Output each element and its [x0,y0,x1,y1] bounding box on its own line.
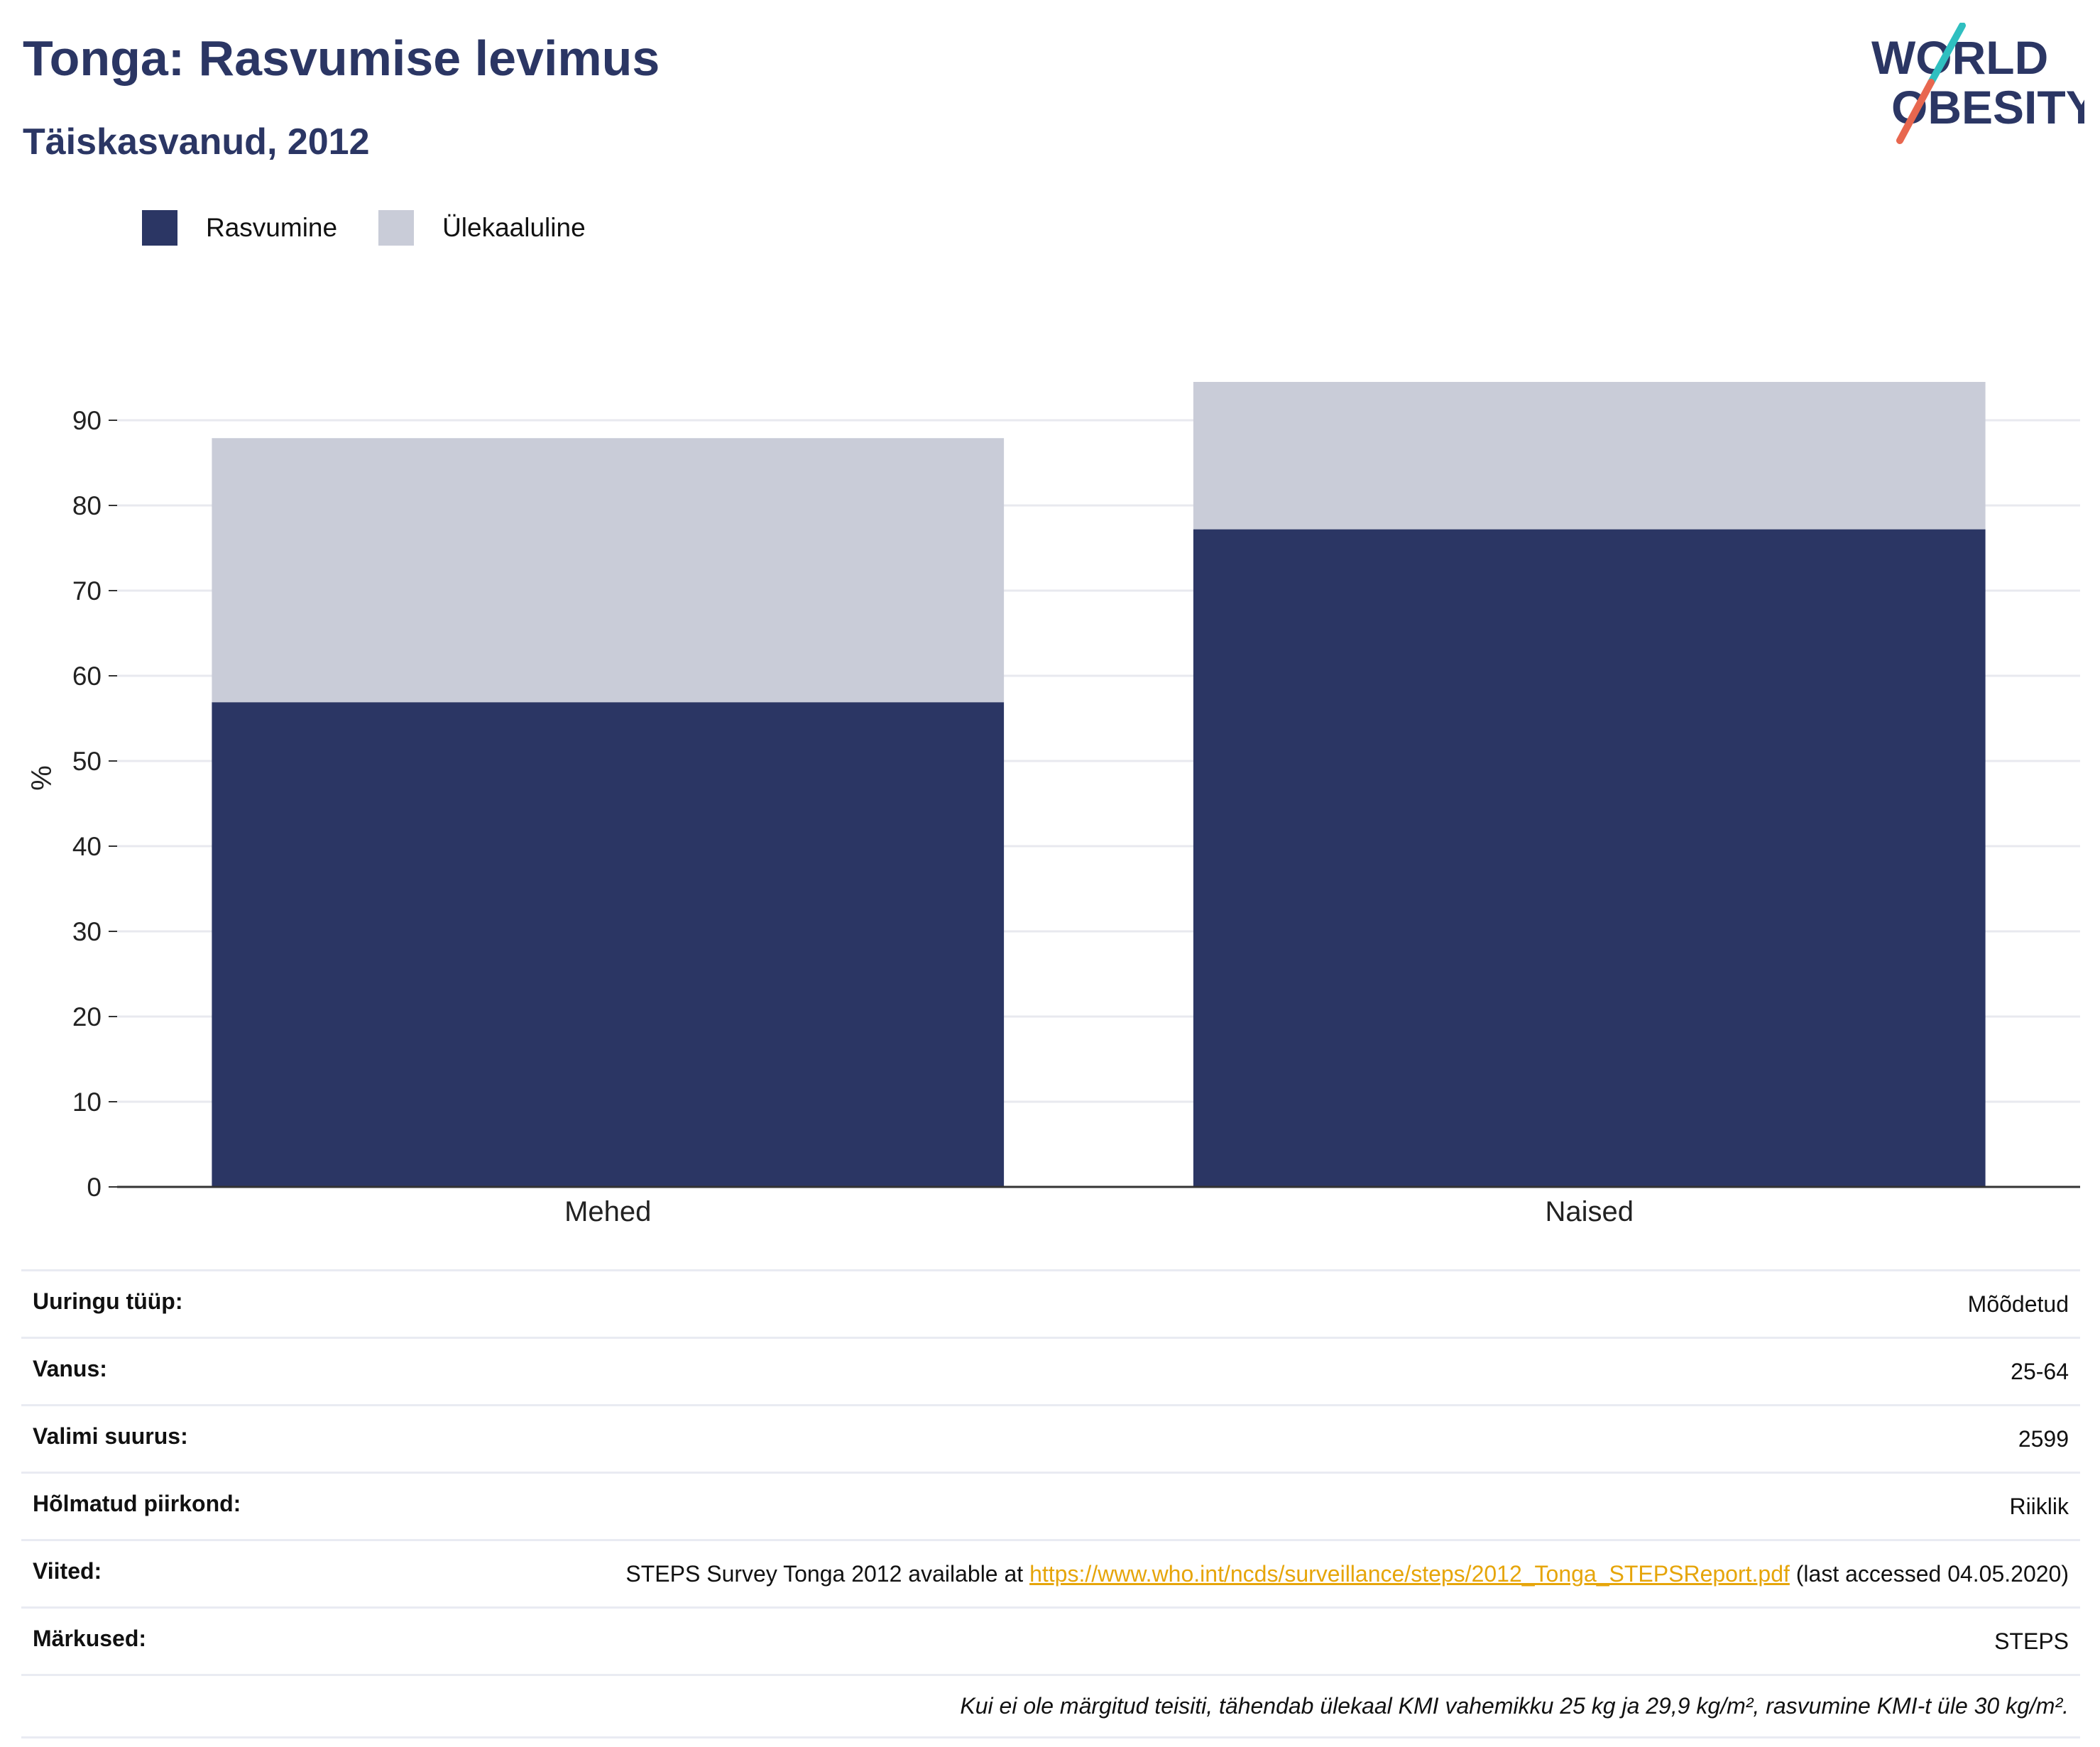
legend-item-rasvumine[interactable]: Rasvumine [142,210,337,246]
info-row-notes: Märkused: STEPS [21,1606,2080,1675]
x-category-label: Mehed [564,1196,651,1227]
info-row-footnote: Kui ei ole märgitud teisiti, tähendab ül… [21,1674,2080,1738]
info-row-survey-type: Uuringu tüüp: Mõõdetud [21,1269,2080,1338]
y-tick-label: 40 [72,832,102,861]
y-tick-label: 60 [72,662,102,691]
bar-naised-lekaaluline [1193,382,1986,530]
info-row-sample-size: Valimi suurus: 2599 [21,1404,2080,1473]
y-tick-label: 10 [72,1088,102,1117]
y-tick-label: 30 [72,917,102,946]
y-tick-label: 0 [87,1173,102,1202]
world-obesity-logo: WORLD OBESITY [1871,23,2084,144]
info-key: Märkused: [21,1606,328,1675]
logo-line-1: WORLD [1871,31,2048,84]
info-value: Riiklik [328,1472,2080,1540]
bar-mehed-rasvumine [212,702,1005,1187]
info-row-references: Viited: STEPS Survey Tonga 2012 availabl… [21,1539,2080,1608]
y-axis-title: % [26,765,58,791]
logo-slash-teal-icon [1927,23,1966,86]
info-row-area-covered: Hõlmatud piirkond: Riiklik [21,1472,2080,1540]
info-row-age: Vanus: 25-64 [21,1337,2080,1406]
y-tick-label: 20 [72,1002,102,1031]
bar-naised-rasvumine [1193,529,1986,1187]
legend-label-ulekaaluline: Ülekaaluline [442,213,586,242]
reference-text-after: (last accessed 04.05.2020) [1789,1561,2069,1587]
info-value-references: STEPS Survey Tonga 2012 available at htt… [328,1539,2080,1608]
info-value: 25-64 [328,1337,2080,1406]
y-tick-label: 70 [72,576,102,606]
info-key: Vanus: [21,1337,328,1406]
survey-info-table: Uuringu tüüp: Mõõdetud Vanus: 25-64 Vali… [21,1269,2080,1738]
legend-label-rasvumine: Rasvumine [206,213,338,242]
logo-slash-red-icon [1896,79,1935,144]
legend-swatch-ulekaaluline [378,210,415,246]
reference-text-before: STEPS Survey Tonga 2012 available at [625,1561,1030,1587]
legend-item-ulekaaluline[interactable]: Ülekaaluline [378,210,586,246]
footnote: Kui ei ole märgitud teisiti, tähendab ül… [21,1674,2080,1738]
reference-link[interactable]: https://www.who.int/ncds/surveillance/st… [1029,1561,1790,1587]
chart-subtitle: Täiskasvanud, 2012 [23,121,370,163]
bar-mehed-lekaaluline [212,438,1005,703]
info-value: STEPS [328,1606,2080,1675]
info-value: 2599 [328,1404,2080,1473]
y-tick-label: 50 [72,747,102,776]
stacked-bar-chart: 0 10 20 30 40 50 60 70 80 90 Mehed Naised% [26,382,2080,1227]
y-tick-label: 80 [72,491,102,520]
chart-title: Tonga: Rasvumise levimus [23,31,660,86]
info-key: Valimi suurus: [21,1404,328,1473]
info-key: Uuringu tüüp: [21,1269,328,1338]
chart-legend: Rasvumine Ülekaaluline [142,210,627,246]
info-key: Viited: [21,1539,328,1608]
y-tick-label: 90 [72,406,102,435]
legend-swatch-rasvumine [142,210,177,246]
info-key: Hõlmatud piirkond: [21,1472,328,1540]
info-value: Mõõdetud [328,1269,2080,1338]
x-category-label: Naised [1545,1196,1634,1227]
